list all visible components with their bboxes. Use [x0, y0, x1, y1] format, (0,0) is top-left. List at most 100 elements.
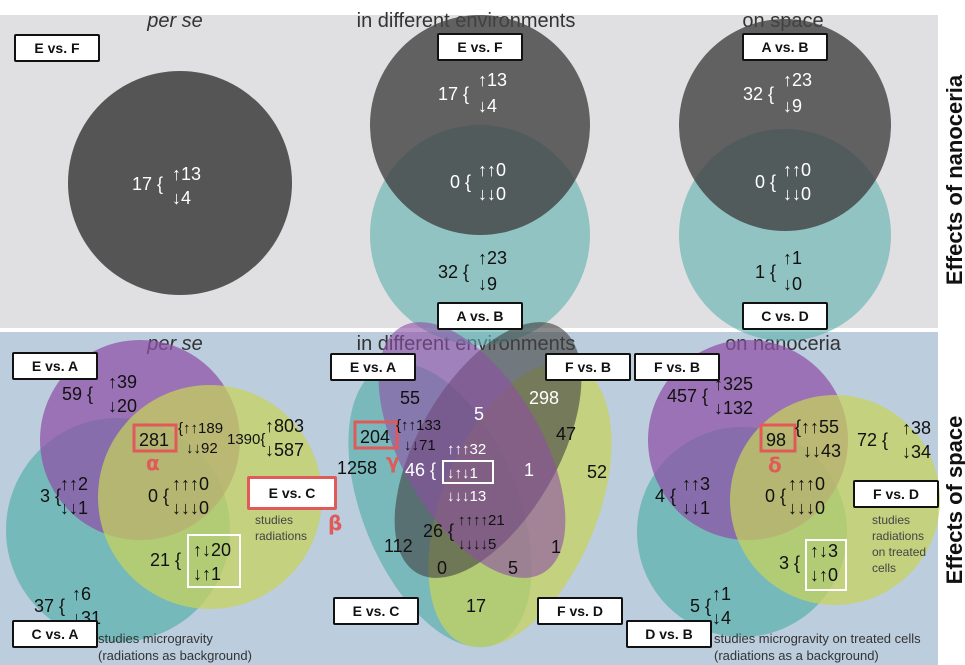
b3-olive-total: 72 {: [857, 430, 888, 450]
b1-purple-total: 59 {: [62, 384, 93, 404]
label-t2-e-vs-f: E vs. F: [437, 33, 523, 61]
b3-pt-total: 4 {: [655, 486, 676, 506]
b2-26-up: ↑↑↑↑21: [458, 512, 505, 529]
t3-top-up: ↑23: [783, 70, 812, 90]
b3-purple-total: 457 {: [667, 386, 708, 406]
b1-te-down: ↓↑1: [193, 564, 221, 584]
b2-count-55: 55: [400, 388, 420, 408]
label-b3-d-vs-b: D vs. B: [626, 620, 712, 648]
b3-pe-up: {↑↑55: [795, 417, 839, 437]
b1-olive-down: ↓587: [265, 440, 304, 460]
b2-inner-b: ↓↑↓1: [447, 465, 478, 482]
b3-te-total: 3 {: [779, 553, 800, 573]
b3-te-down: ↓↑0: [810, 565, 838, 585]
b3-purple-down: ↓132: [714, 398, 753, 418]
t3-top-down: ↓9: [783, 96, 802, 116]
label-b1-e-vs-c: E vs. C: [247, 476, 337, 510]
b2-count-0: 0: [437, 558, 447, 578]
b1-purple-up: ↑39: [108, 372, 137, 392]
t3-top-total: 32 {: [743, 84, 774, 104]
b1-center-down: ↓↓↓0: [172, 498, 209, 518]
t1-down: ↓4: [172, 188, 191, 208]
b3-center-down: ↓↓↓0: [788, 498, 825, 518]
t3-bot-down: ↓0: [783, 274, 802, 294]
t3-bot-total: 1 {: [755, 262, 776, 282]
b1-teal-note-2: (radiations as background): [98, 648, 252, 663]
t3-dark-circle: [679, 19, 891, 231]
b3-olive-circle: [730, 395, 940, 605]
t2-bot-up: ↑23: [478, 248, 507, 268]
b1-center-up: ↑↑↑0: [172, 474, 209, 494]
b1-white-box: [187, 534, 241, 588]
b2-inner-total: 46 {: [405, 460, 436, 480]
b1-olive-note-2: radiations: [255, 529, 307, 543]
b2-26-down: ↓↓↓↓5: [458, 536, 496, 553]
label-t3-a-vs-b: A vs. B: [742, 33, 828, 61]
t3-mid-up: ↑↑0: [783, 160, 811, 180]
t2-mid-total: 0 {: [450, 172, 471, 192]
b3-highlight-box: [759, 423, 797, 453]
b2-count-47: 47: [556, 424, 576, 444]
b3-olive-note-4: cells: [872, 561, 896, 575]
b3-teal-note-2: (radiations as a background): [714, 648, 879, 663]
b3-pt-up: ↑↑3: [682, 474, 710, 494]
b2-count-298: 298: [529, 388, 559, 408]
b3-teal-total: 5 {: [690, 596, 711, 616]
b1-purple-down: ↓20: [108, 396, 137, 416]
label-b2-e-vs-c: E vs. C: [333, 597, 419, 625]
b1-highlight-box: [132, 423, 178, 453]
t3-mid-total: 0 {: [755, 172, 776, 192]
b2-gamma: γ: [386, 449, 400, 473]
b1-pt-up: ↑↑2: [60, 474, 88, 494]
b1-te-up: ↑↓20: [193, 540, 231, 560]
label-b2-e-vs-a: E vs. A: [330, 353, 416, 381]
label-t2-a-vs-b: A vs. B: [437, 302, 523, 330]
t2-mid-down: ↓↓0: [478, 184, 506, 204]
b1-teal-note-1: studies microgravity: [98, 631, 213, 646]
b2-count-52: 52: [587, 462, 607, 482]
b1-beta: β: [328, 511, 342, 535]
b2-count-1: 1: [524, 460, 534, 480]
b1-teal-total: 37 {: [34, 596, 65, 616]
b3-white-box: [805, 539, 847, 591]
b3-center-total: 0 {: [765, 486, 786, 506]
b1-teal-up: ↑6: [72, 584, 91, 604]
t1-up: ↑13: [172, 164, 201, 184]
b1-te-total: 21 {: [150, 550, 181, 570]
label-b1-e-vs-a: E vs. A: [12, 352, 98, 380]
side-label-space: Effects of space: [942, 416, 965, 585]
b3-pe-total: 98: [766, 430, 786, 450]
b1-pe-down: ↓↓92: [186, 440, 218, 457]
header-top-per-se: per se: [146, 10, 203, 32]
b3-te-up: ↑↓3: [810, 541, 838, 561]
b3-purple-up: ↑325: [714, 374, 753, 394]
b3-olive-note-1: studies: [872, 513, 910, 527]
side-label-nanoceria: Effects of nanoceria: [942, 74, 965, 285]
b1-center-total: 0 {: [148, 486, 169, 506]
b3-teal-up: ↑1: [712, 584, 731, 604]
b2-highlight-box: [353, 420, 399, 450]
b2-count-5-top: 5: [474, 404, 484, 424]
b1-alpha: α: [146, 451, 160, 475]
t3-bot-up: ↑1: [783, 248, 802, 268]
b2-pv-down: ↓↓71: [404, 437, 436, 454]
b3-center-up: ↑↑↑0: [788, 474, 825, 494]
b1-olive-total: 1390{: [227, 431, 265, 448]
label-t1-e-vs-f: E vs. F: [14, 34, 100, 62]
b2-inner-c: ↓↓↓13: [447, 488, 486, 505]
t2-top-up: ↑13: [478, 70, 507, 90]
b1-pt-down: ↓↓1: [60, 498, 88, 518]
b3-olive-note-2: radiations: [872, 529, 924, 543]
b3-olive-down: ↓34: [902, 442, 931, 462]
b2-count-5-bottom: 5: [508, 558, 518, 578]
t2-bot-down: ↓9: [478, 274, 497, 294]
t1-circle: [68, 71, 292, 295]
t2-dark-circle: [370, 15, 590, 235]
t2-mid-up: ↑↑0: [478, 160, 506, 180]
b2-white-box: [442, 460, 494, 484]
b1-pt-total: 3 {: [40, 486, 61, 506]
b1-pe-up: {↑↑189: [178, 420, 223, 437]
b3-delta: δ: [768, 453, 782, 477]
t2-top-down: ↓4: [478, 96, 497, 116]
